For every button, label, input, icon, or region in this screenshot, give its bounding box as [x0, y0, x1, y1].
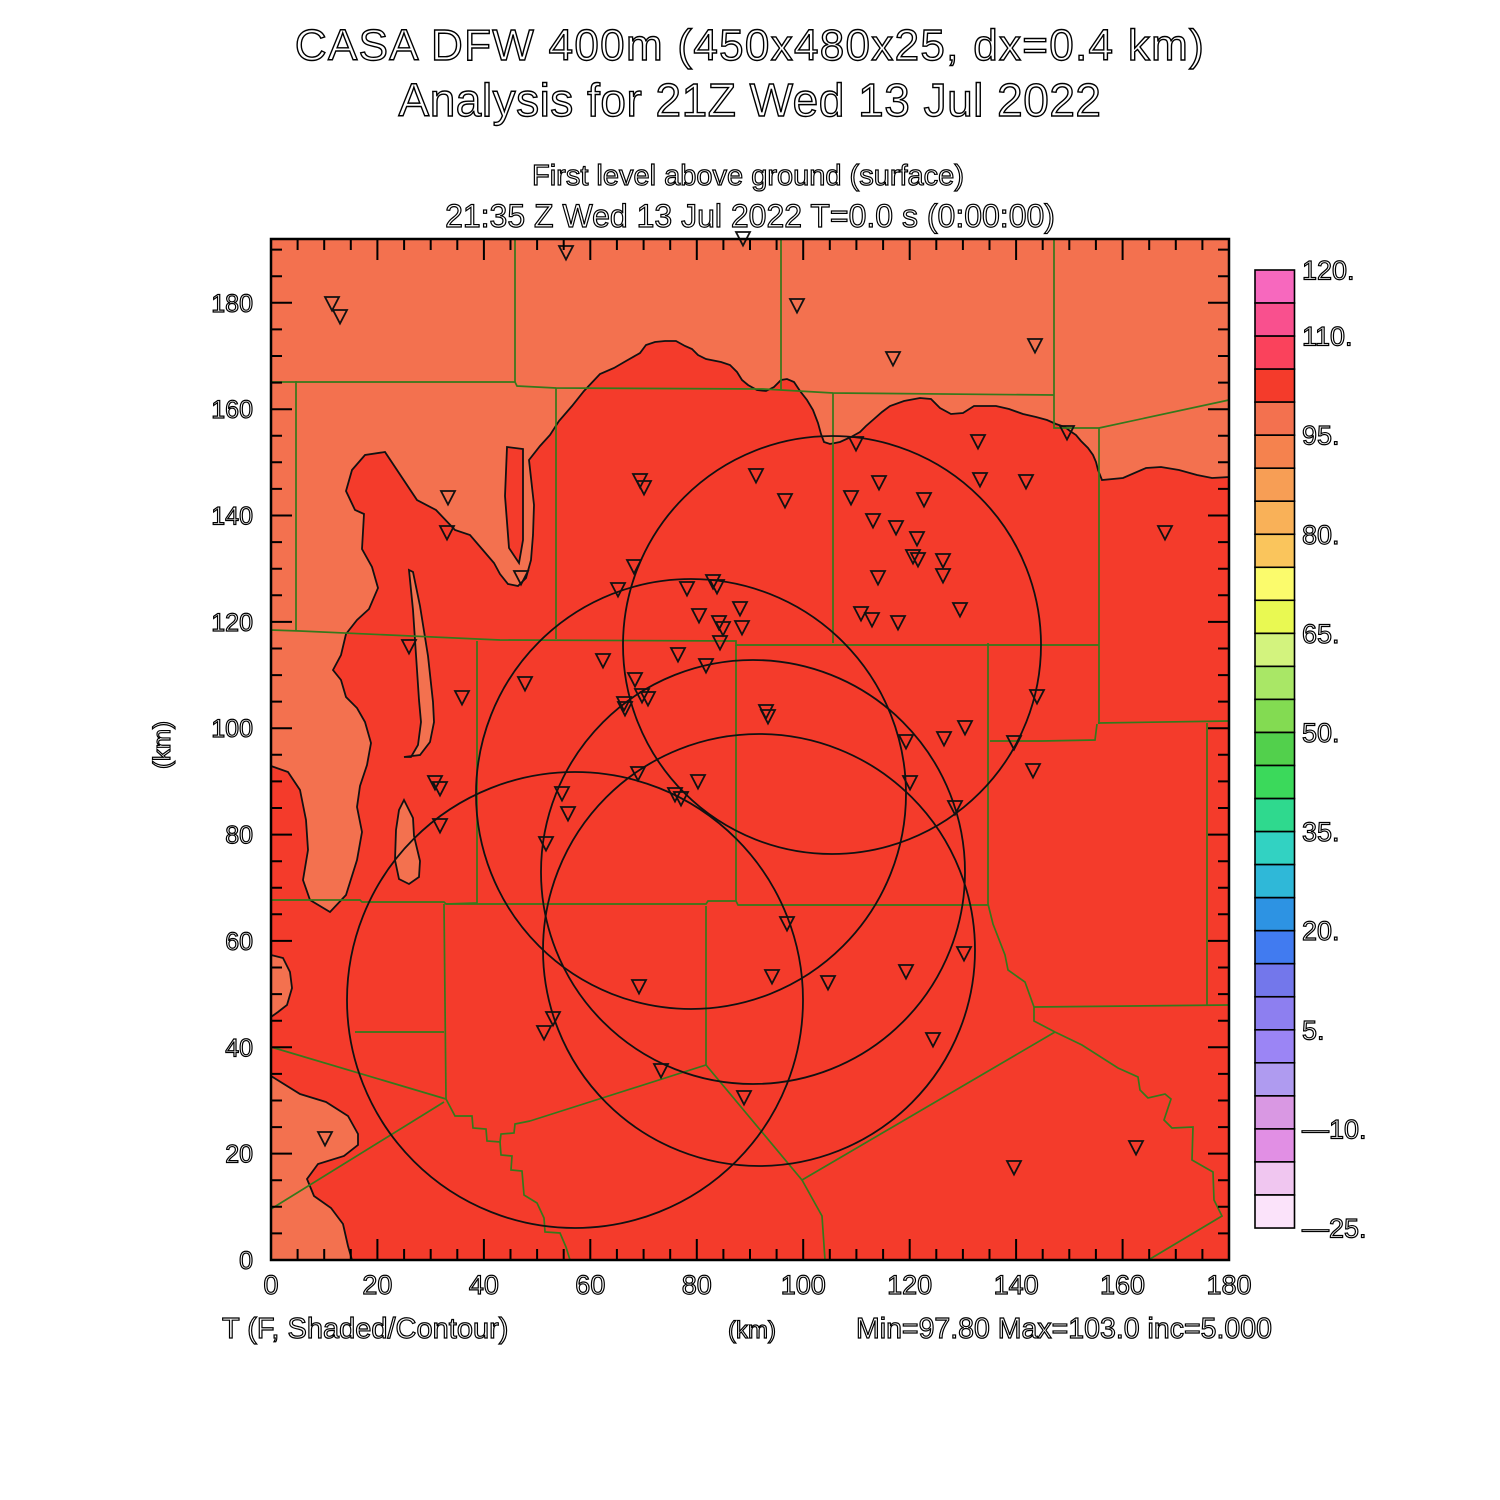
- svg-text:First level above ground (surf: First level above ground (surface): [532, 160, 964, 192]
- svg-text:120.: 120.: [1302, 256, 1355, 286]
- svg-text:40: 40: [225, 1034, 253, 1062]
- svg-text:160: 160: [1100, 1270, 1145, 1300]
- svg-text:—25.: —25.: [1302, 1214, 1367, 1244]
- svg-text:21:35 Z Wed 13 Jul 2022 T=0.: 21:35 Z Wed 13 Jul 2022 T=0.0 s (0:00:00…: [445, 198, 1055, 234]
- svg-text:T (F, Shaded/Contour): T (F, Shaded/Contour): [222, 1313, 508, 1345]
- svg-text:80.: 80.: [1302, 520, 1340, 550]
- svg-text:CASA DFW 400m (450x480x25, dx=: CASA DFW 400m (450x480x25, dx=0.4 km): [295, 21, 1205, 70]
- svg-text:120: 120: [887, 1270, 932, 1300]
- svg-text:140: 140: [211, 503, 253, 531]
- svg-text:160: 160: [211, 396, 253, 424]
- svg-text:20.: 20.: [1302, 916, 1340, 946]
- svg-text:60: 60: [575, 1270, 605, 1300]
- svg-text:120: 120: [211, 609, 253, 637]
- svg-text:100: 100: [781, 1270, 826, 1300]
- svg-text:80: 80: [225, 822, 253, 850]
- svg-text:20: 20: [362, 1270, 392, 1300]
- svg-text:65.: 65.: [1302, 619, 1340, 649]
- svg-text:100: 100: [211, 715, 253, 743]
- svg-text:Analysis for 21Z Wed 13 Jul 20: Analysis for 21Z Wed 13 Jul 2022: [399, 74, 1102, 126]
- svg-text:5.: 5.: [1302, 1015, 1325, 1045]
- svg-text:180: 180: [211, 290, 253, 318]
- svg-text:80: 80: [682, 1270, 712, 1300]
- svg-text:35.: 35.: [1302, 817, 1340, 847]
- svg-text:95.: 95.: [1302, 421, 1340, 451]
- svg-text:0: 0: [239, 1247, 253, 1275]
- svg-text:40: 40: [469, 1270, 499, 1300]
- svg-text:0: 0: [263, 1270, 278, 1300]
- svg-text:60: 60: [225, 928, 253, 956]
- svg-text:—10.: —10.: [1302, 1114, 1367, 1144]
- svg-text:180: 180: [1206, 1270, 1251, 1300]
- svg-text:Min=97.80 Max=103.0 inc=5.000: Min=97.80 Max=103.0 inc=5.000: [856, 1313, 1272, 1345]
- svg-text:(km): (km): [728, 1317, 776, 1344]
- svg-text:(km): (km): [149, 721, 176, 769]
- svg-text:140: 140: [994, 1270, 1039, 1300]
- svg-text:20: 20: [225, 1141, 253, 1169]
- svg-text:110.: 110.: [1302, 322, 1353, 352]
- svg-text:50.: 50.: [1302, 718, 1340, 748]
